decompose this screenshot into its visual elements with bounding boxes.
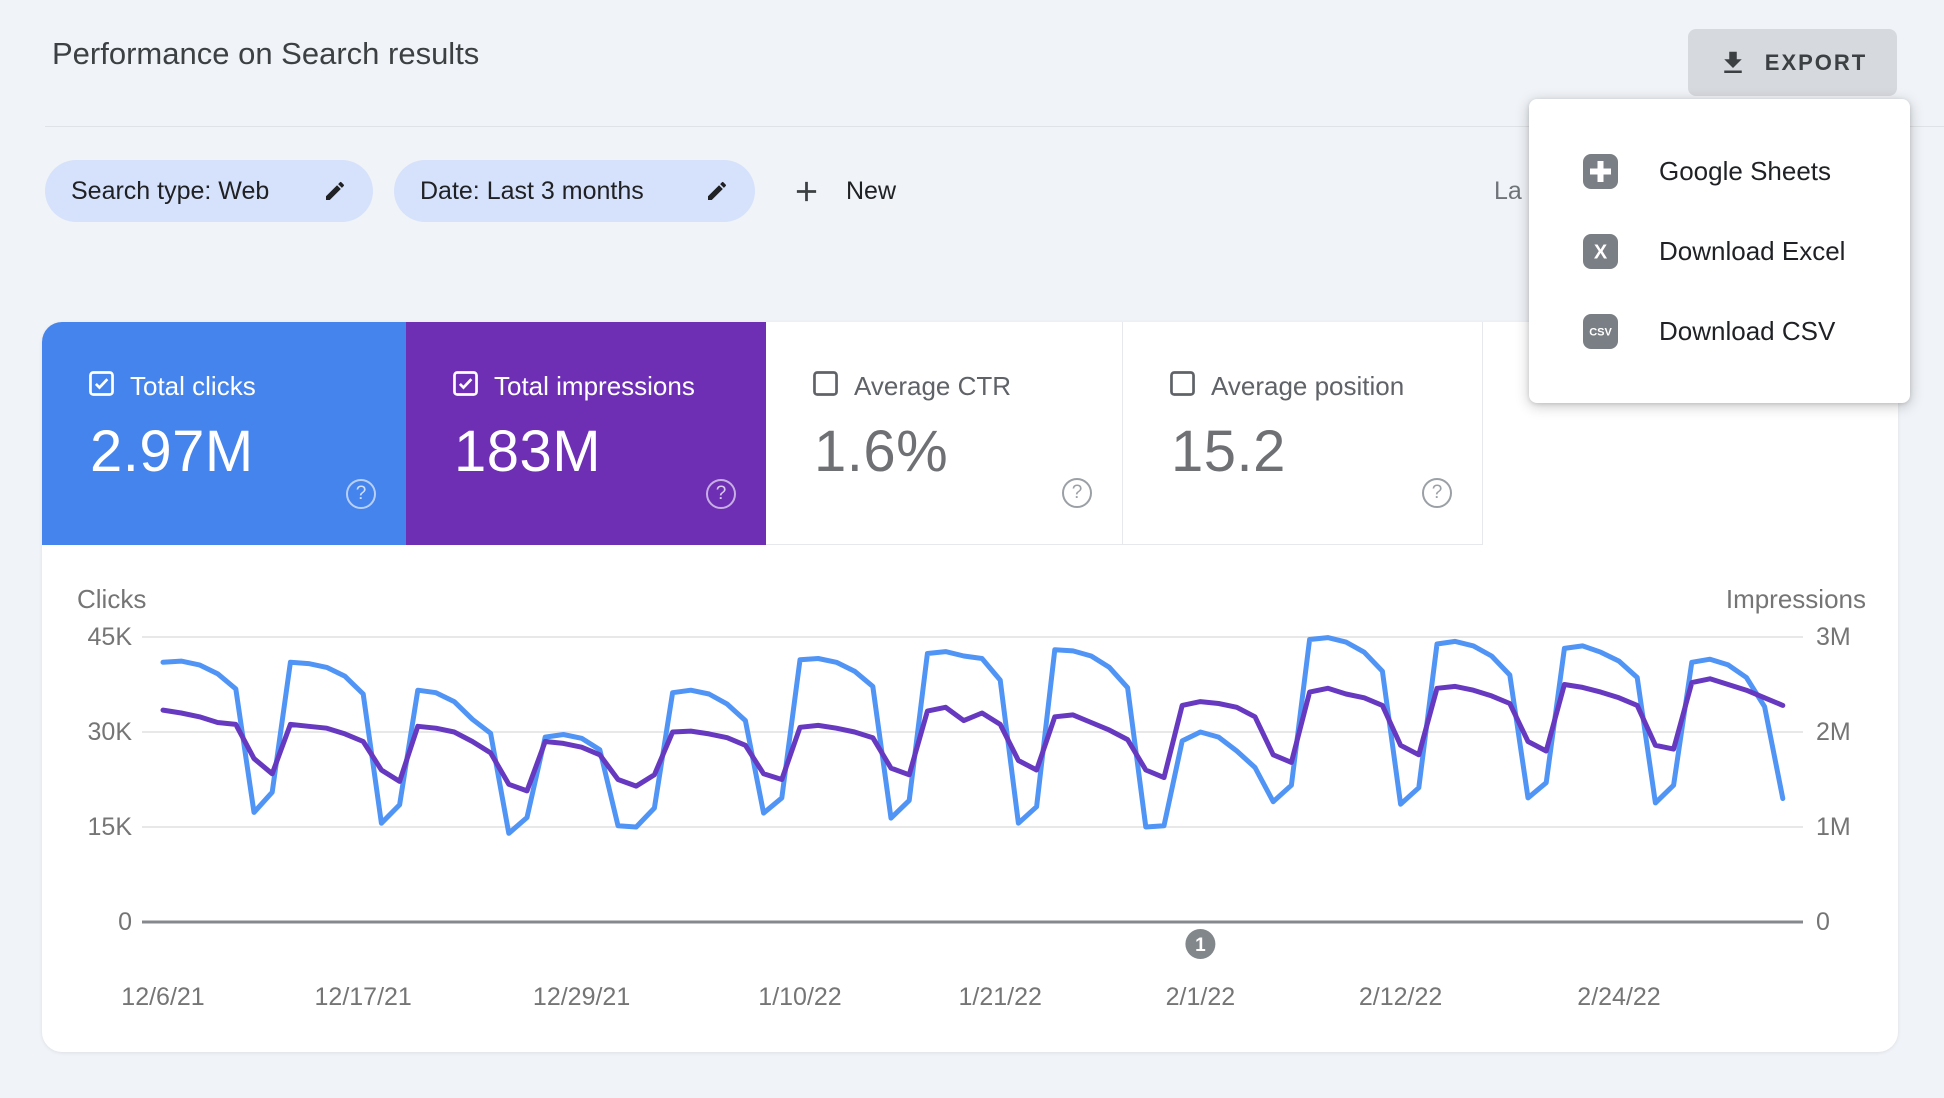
page-title: Performance on Search results — [52, 36, 480, 71]
card-total-impressions[interactable]: Total impressions 183M ? — [406, 322, 766, 545]
help-icon[interactable]: ? — [706, 479, 736, 509]
annotation-marker-label: 1 — [1195, 935, 1206, 956]
edit-pencil-icon[interactable] — [705, 179, 729, 203]
x-axis-date-label: 2/12/22 — [1358, 983, 1443, 1011]
export-button[interactable]: EXPORT — [1688, 29, 1897, 96]
export-dropdown-menu: Google Sheets X Download Excel CSV Downl… — [1529, 99, 1910, 403]
last-updated-clipped-text: La — [1494, 177, 1522, 205]
left-axis-title: Clicks — [77, 584, 147, 614]
card-value: 183M — [454, 419, 602, 484]
x-axis-date-label: 2/24/22 — [1577, 983, 1661, 1011]
x-axis-date-label: 1/10/22 — [758, 983, 842, 1011]
menu-item-download-csv[interactable]: CSV Download CSV — [1529, 291, 1910, 371]
csv-icon: CSV — [1583, 313, 1618, 349]
x-axis-date-label: 12/29/21 — [532, 983, 631, 1011]
x-axis-date-label: 1/21/22 — [958, 983, 1042, 1011]
download-icon — [1718, 48, 1748, 78]
card-label: Total impressions — [494, 370, 695, 401]
new-filter-label: New — [846, 176, 897, 205]
edit-pencil-icon[interactable] — [323, 179, 347, 203]
menu-item-label: Google Sheets — [1659, 155, 1832, 186]
card-label: Average CTR — [854, 370, 1012, 401]
svg-text:CSV: CSV — [1589, 326, 1612, 338]
y-axis-left-tick: 45K — [87, 623, 132, 651]
checkbox-checked-icon[interactable] — [88, 370, 115, 402]
plus-icon — [790, 175, 823, 208]
filter-chip-search-type-label: Search type: Web — [71, 176, 270, 205]
checkbox-checked-icon[interactable] — [452, 370, 479, 402]
help-icon[interactable]: ? — [1062, 478, 1092, 508]
card-value: 2.97M — [90, 419, 254, 484]
svg-text:X: X — [1594, 241, 1608, 263]
y-axis-left-tick: 15K — [87, 813, 132, 841]
y-axis-right-tick: 0 — [1816, 908, 1830, 936]
help-icon[interactable]: ? — [346, 479, 376, 509]
excel-icon: X — [1583, 233, 1618, 269]
x-axis-date-label: 12/6/21 — [121, 983, 205, 1011]
card-total-clicks[interactable]: Total clicks 2.97M ? — [42, 322, 406, 545]
x-axis-date-label: 12/17/21 — [314, 983, 412, 1011]
checkbox-unchecked-icon[interactable] — [812, 370, 839, 402]
google-sheets-icon — [1583, 153, 1618, 189]
report-panel: Total clicks 2.97M ? Total impressions 1… — [42, 322, 1898, 1052]
menu-item-label: Download Excel — [1659, 235, 1846, 266]
series-line-impressions — [160, 676, 1786, 794]
chart-svg: 1 — [142, 635, 1803, 959]
card-label: Average position — [1211, 370, 1405, 401]
filter-chip-date[interactable]: Date: Last 3 months — [394, 160, 755, 222]
new-filter-button[interactable]: New — [790, 160, 896, 222]
series-line-clicks — [160, 635, 1786, 836]
menu-item-download-excel[interactable]: X Download Excel — [1529, 211, 1910, 291]
card-value: 1.6% — [814, 419, 949, 484]
x-axis-date-label: 2/1/22 — [1165, 983, 1236, 1011]
y-axis-right-tick: 1M — [1816, 813, 1851, 841]
card-label: Total clicks — [130, 370, 256, 401]
metric-cards-row: Total clicks 2.97M ? Total impressions 1… — [42, 322, 1483, 545]
menu-item-label: Download CSV — [1659, 315, 1836, 346]
timeseries-chart[interactable]: 1 Clicks Impressions 45K 30K 15K 0 3M 2M 1M 0 12… — [42, 322, 1898, 1052]
card-average-ctr[interactable]: Average CTR 1.6% ? — [766, 322, 1123, 545]
y-axis-right-tick: 2M — [1816, 718, 1851, 746]
card-average-position[interactable]: Average position 15.2 ? — [1123, 322, 1483, 545]
help-icon[interactable]: ? — [1422, 478, 1452, 508]
card-value: 15.2 — [1171, 419, 1286, 484]
right-axis-title: Impressions — [1725, 584, 1866, 614]
menu-item-google-sheets[interactable]: Google Sheets — [1529, 131, 1910, 211]
annotation-marker[interactable] — [1185, 929, 1216, 959]
checkbox-unchecked-icon[interactable] — [1169, 370, 1196, 402]
y-axis-left-tick: 0 — [118, 908, 132, 936]
header-divider — [45, 126, 1944, 127]
filter-chip-date-label: Date: Last 3 months — [420, 176, 644, 205]
export-button-label: EXPORT — [1764, 49, 1868, 75]
y-axis-right-tick: 3M — [1816, 623, 1851, 651]
y-axis-left-tick: 30K — [87, 718, 132, 746]
filter-chip-search-type[interactable]: Search type: Web — [45, 160, 373, 222]
